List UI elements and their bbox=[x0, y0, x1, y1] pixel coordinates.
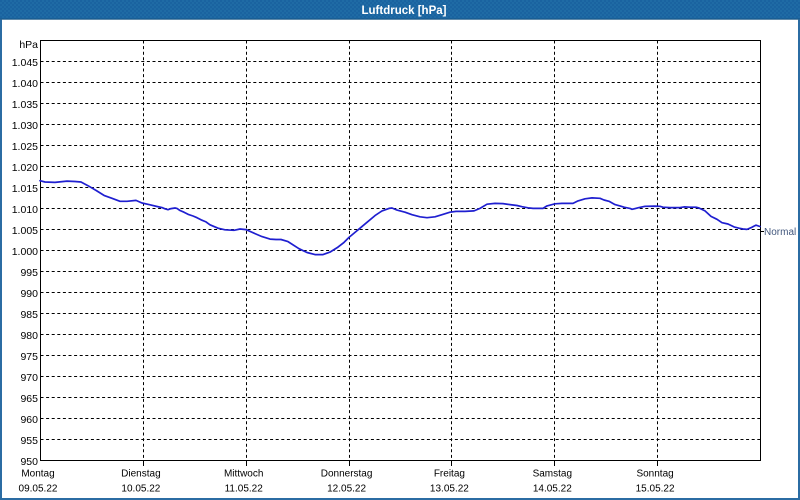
svg-text:Freitag: Freitag bbox=[434, 469, 465, 480]
svg-text:955: 955 bbox=[20, 435, 38, 447]
svg-text:1.005: 1.005 bbox=[12, 225, 38, 237]
svg-text:985: 985 bbox=[20, 309, 38, 321]
svg-text:950: 950 bbox=[20, 456, 38, 468]
svg-text:965: 965 bbox=[20, 393, 38, 405]
svg-text:975: 975 bbox=[20, 351, 38, 363]
svg-text:980: 980 bbox=[20, 330, 38, 342]
svg-text:Normal: Normal bbox=[764, 227, 796, 238]
svg-text:hPa: hPa bbox=[19, 39, 38, 51]
svg-text:11.05.22: 11.05.22 bbox=[225, 484, 264, 495]
svg-text:1.020: 1.020 bbox=[12, 162, 38, 174]
svg-text:1.045: 1.045 bbox=[12, 57, 38, 69]
svg-text:970: 970 bbox=[20, 372, 38, 384]
svg-text:Sonntag: Sonntag bbox=[636, 469, 673, 480]
svg-text:990: 990 bbox=[20, 288, 38, 300]
svg-text:Mittwoch: Mittwoch bbox=[224, 469, 263, 480]
svg-text:1.025: 1.025 bbox=[12, 141, 38, 153]
svg-text:1.010: 1.010 bbox=[12, 204, 38, 216]
svg-text:15.05.22: 15.05.22 bbox=[636, 484, 675, 495]
svg-text:Donnerstag: Donnerstag bbox=[321, 469, 373, 480]
svg-text:Montag: Montag bbox=[21, 469, 54, 480]
svg-text:960: 960 bbox=[20, 414, 38, 426]
svg-text:14.05.22: 14.05.22 bbox=[533, 484, 572, 495]
svg-text:12.05.22: 12.05.22 bbox=[327, 484, 366, 495]
svg-text:13.05.22: 13.05.22 bbox=[430, 484, 469, 495]
svg-text:Luftdruck [hPa]: Luftdruck [hPa] bbox=[362, 5, 447, 17]
svg-text:1.030: 1.030 bbox=[12, 120, 38, 132]
svg-text:09.05.22: 09.05.22 bbox=[19, 484, 58, 495]
svg-text:Dienstag: Dienstag bbox=[121, 469, 160, 480]
svg-text:1.000: 1.000 bbox=[12, 246, 38, 258]
svg-text:1.035: 1.035 bbox=[12, 99, 38, 111]
svg-text:10.05.22: 10.05.22 bbox=[121, 484, 160, 495]
svg-text:995: 995 bbox=[20, 267, 38, 279]
svg-text:1.040: 1.040 bbox=[12, 78, 38, 90]
svg-text:Samstag: Samstag bbox=[533, 469, 572, 480]
svg-text:1.015: 1.015 bbox=[12, 183, 38, 195]
